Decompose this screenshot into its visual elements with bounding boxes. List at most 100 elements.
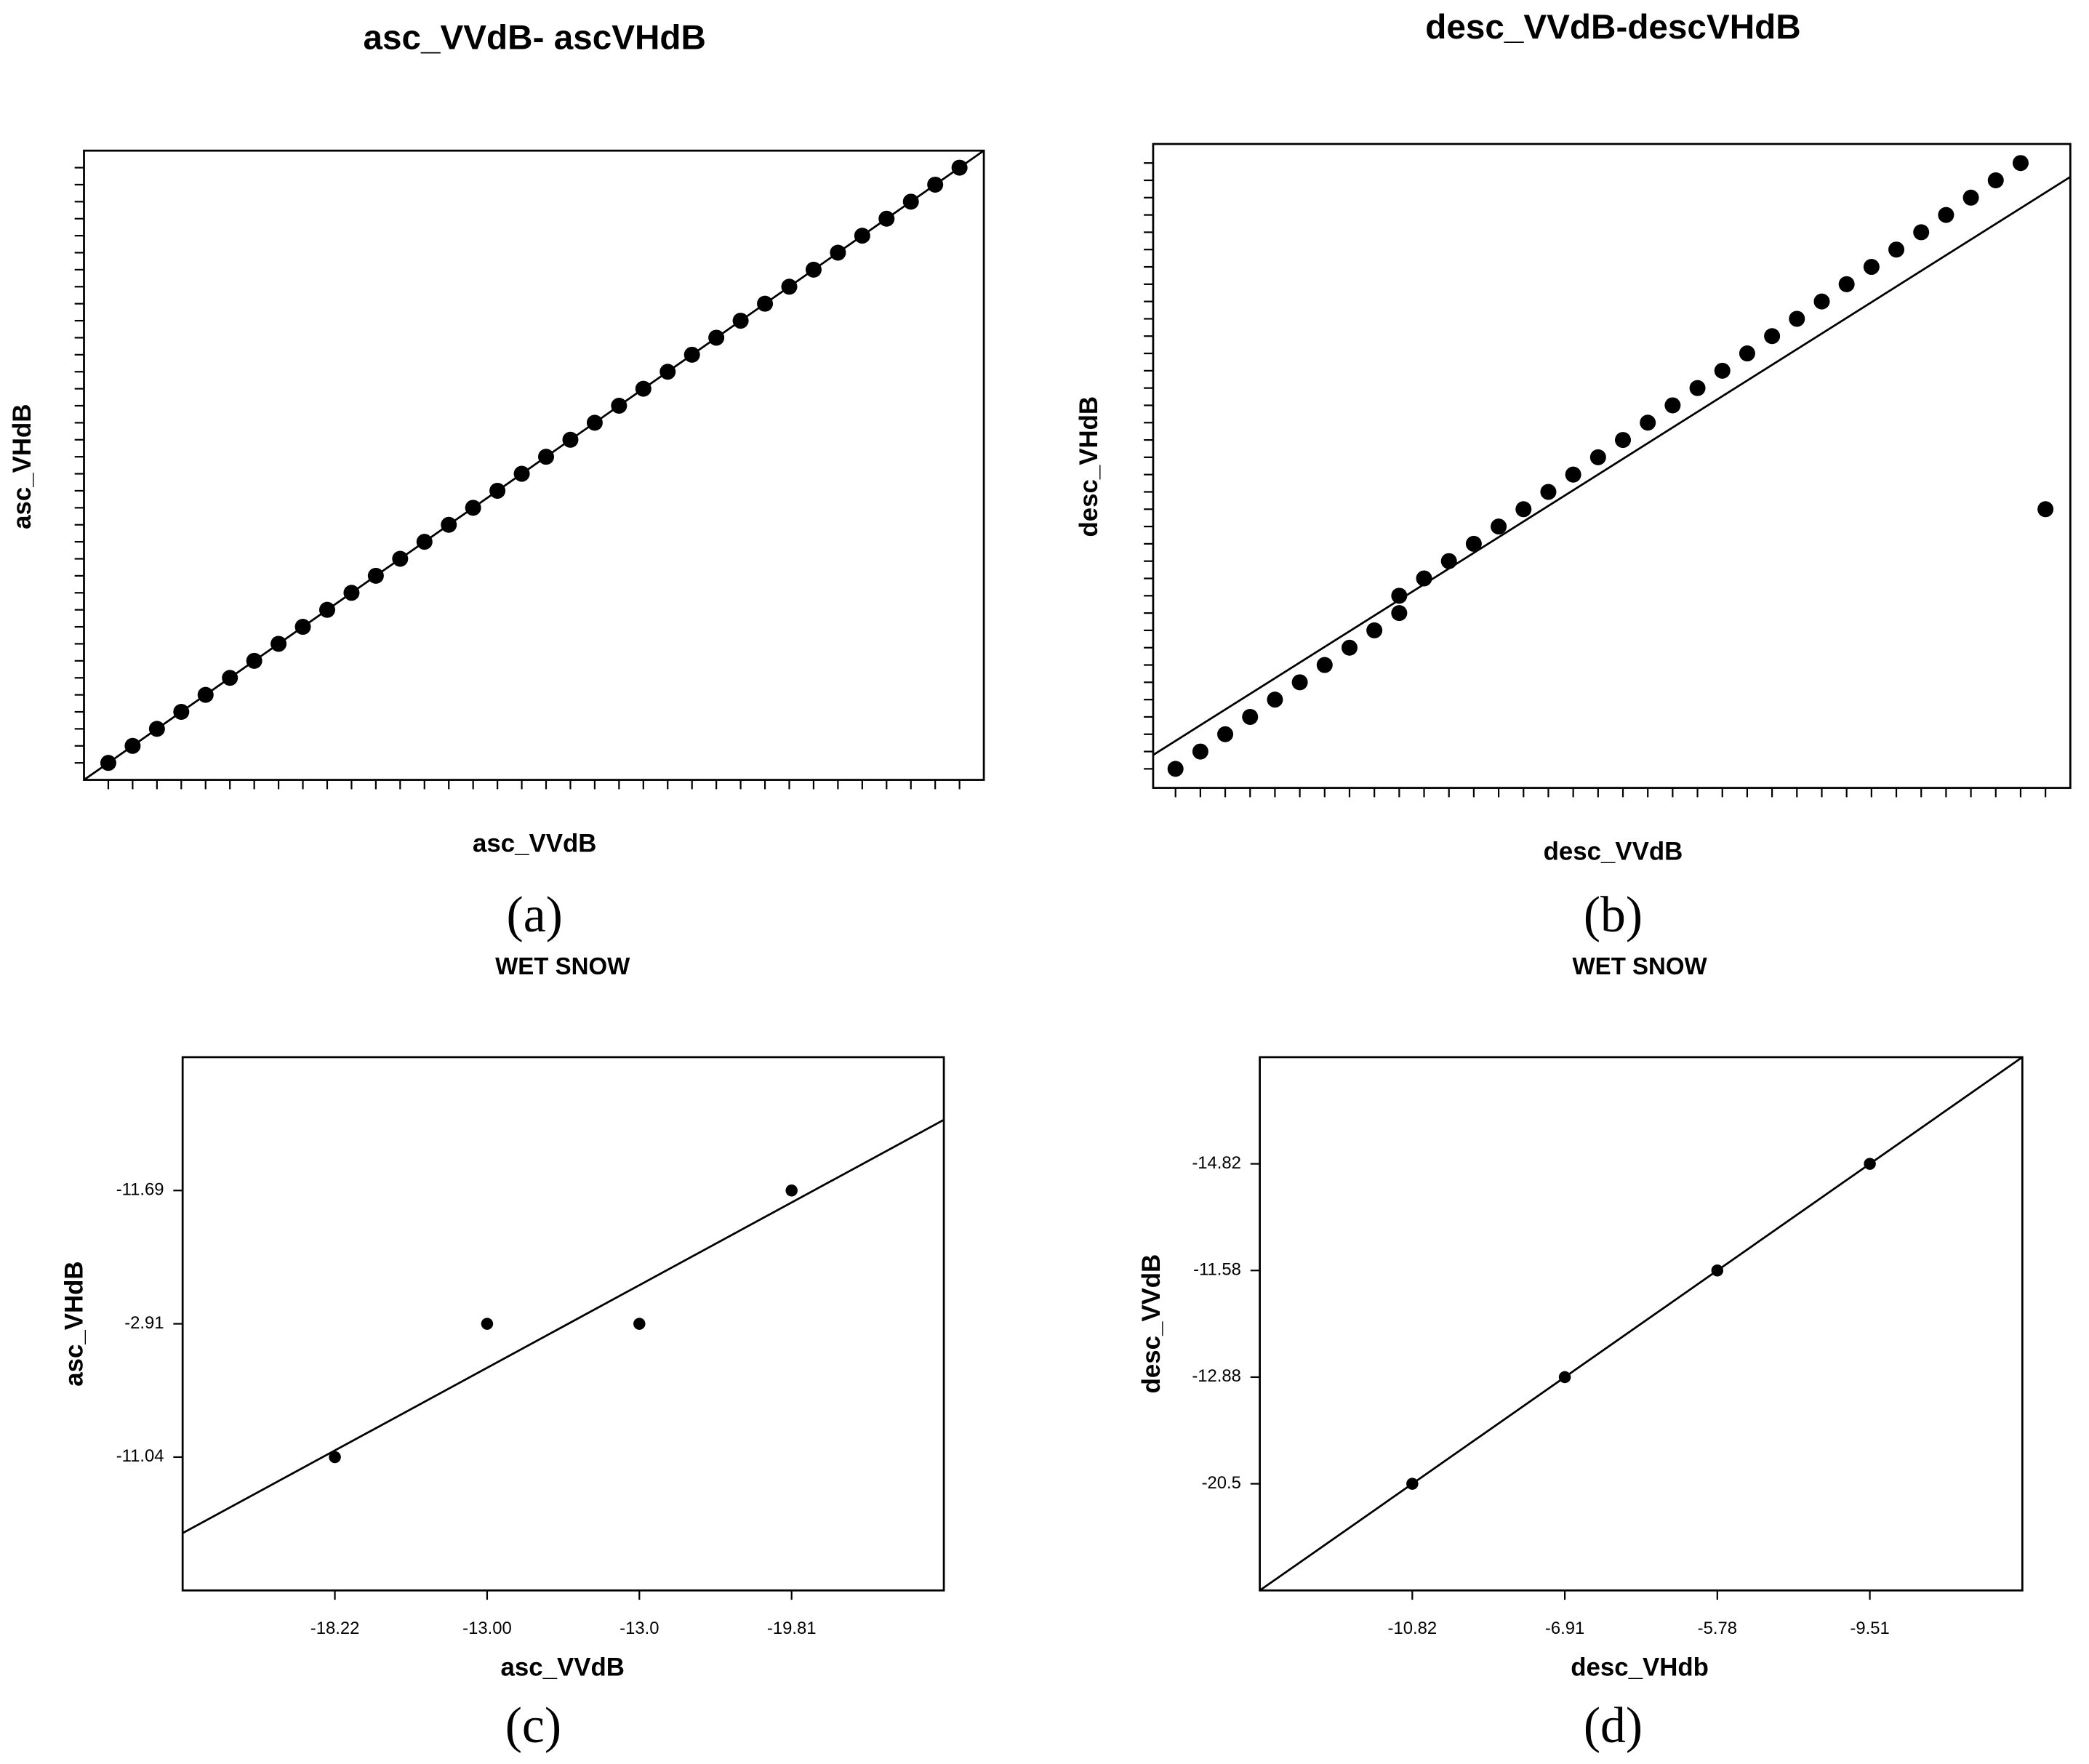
point [830, 244, 846, 261]
point [2012, 155, 2029, 172]
point [1217, 726, 1234, 742]
panel-label: (a) [507, 887, 563, 943]
x-axis-label: asc_VVdB [501, 1653, 625, 1682]
point [1540, 484, 1557, 500]
point [148, 721, 165, 737]
point [246, 652, 262, 669]
chart-title: WET SNOW [1573, 953, 1708, 979]
point [633, 1318, 646, 1330]
point [329, 1451, 341, 1464]
fit-line [182, 1118, 945, 1534]
point [927, 176, 944, 193]
point [785, 1184, 798, 1197]
point [1565, 466, 1581, 483]
point [1316, 657, 1333, 673]
point [294, 619, 311, 636]
point [1888, 241, 1905, 258]
point [854, 228, 870, 244]
point [611, 398, 627, 414]
point [1491, 518, 1507, 535]
point [1938, 207, 1954, 223]
point [1515, 501, 1532, 518]
point [197, 686, 214, 703]
point [1416, 570, 1432, 587]
point [1711, 1264, 1724, 1277]
point [1366, 622, 1383, 638]
x-tick-label: -13.0 [620, 1619, 659, 1638]
y-tick-label: -11.58 [1193, 1260, 1241, 1280]
y-axis-label: desc_VVdB [1137, 1254, 1166, 1394]
x-tick-label: -13.00 [462, 1619, 512, 1638]
point [1664, 397, 1681, 414]
point [124, 737, 141, 754]
point [416, 534, 433, 550]
x-tick-label: -19.81 [767, 1619, 817, 1638]
fit-line [83, 150, 985, 781]
point [1440, 553, 1457, 569]
y-axis-label: asc_VHdB [60, 1261, 89, 1386]
plot-frame [83, 149, 985, 781]
x-axis-label: asc_VVdB [473, 830, 596, 858]
point [805, 261, 822, 278]
point [1406, 1478, 1419, 1490]
point [586, 414, 603, 431]
point [1813, 293, 1830, 310]
x-tick-label: -18.22 [310, 1619, 360, 1638]
point [1465, 535, 1482, 552]
y-axis-label: asc_VHdB [8, 404, 36, 529]
point [1267, 691, 1283, 708]
x-tick-label: -5.78 [1698, 1619, 1737, 1638]
point [1291, 674, 1308, 691]
point [318, 601, 335, 618]
x-axis-label: desc_VVdB [1544, 838, 1683, 866]
point [708, 329, 725, 346]
panel-label: (d) [1584, 1698, 1643, 1754]
point [757, 295, 774, 312]
point [902, 193, 919, 210]
fit-line [1152, 176, 2072, 756]
point [1640, 414, 1656, 431]
plot-frame [1259, 1056, 2024, 1592]
point [270, 636, 287, 652]
panel-label: (b) [1584, 887, 1643, 943]
point [1341, 639, 1358, 656]
point [1913, 224, 1930, 241]
chart-title: desc_VVdB-descVHdB [1425, 8, 1800, 47]
point [173, 704, 190, 721]
y-tick-label: -11.69 [116, 1180, 164, 1200]
chart-title: asc_VVdB- ascVHdB [363, 19, 705, 57]
point [562, 431, 579, 448]
point [481, 1318, 494, 1330]
point [2037, 501, 2054, 518]
point [1391, 588, 1408, 604]
y-tick-label: -11.04 [116, 1446, 164, 1466]
x-tick-label: -9.51 [1850, 1619, 1889, 1638]
fit-line [1259, 1056, 2024, 1592]
x-tick-label: -6.91 [1545, 1619, 1584, 1638]
point [1764, 328, 1781, 345]
point [1391, 605, 1408, 622]
point [1739, 345, 1755, 362]
point [489, 482, 506, 499]
point [441, 516, 457, 533]
panel-label: (c) [505, 1698, 561, 1754]
y-tick-label: -14.82 [1192, 1153, 1241, 1173]
point [659, 364, 676, 380]
y-tick-label: -2.91 [124, 1313, 164, 1333]
y-tick-label: -20.5 [1202, 1473, 1241, 1493]
point [1863, 259, 1880, 276]
point [1962, 189, 1979, 206]
point [1864, 1158, 1876, 1170]
plot-frame [181, 1056, 945, 1592]
point [1789, 310, 1805, 327]
x-tick-label: -10.82 [1388, 1619, 1438, 1638]
point [392, 550, 409, 567]
point [732, 313, 749, 329]
x-axis-label: desc_VHdb [1571, 1653, 1709, 1682]
point [222, 670, 238, 686]
point [1987, 172, 2004, 189]
point [538, 449, 555, 465]
point [951, 159, 968, 176]
